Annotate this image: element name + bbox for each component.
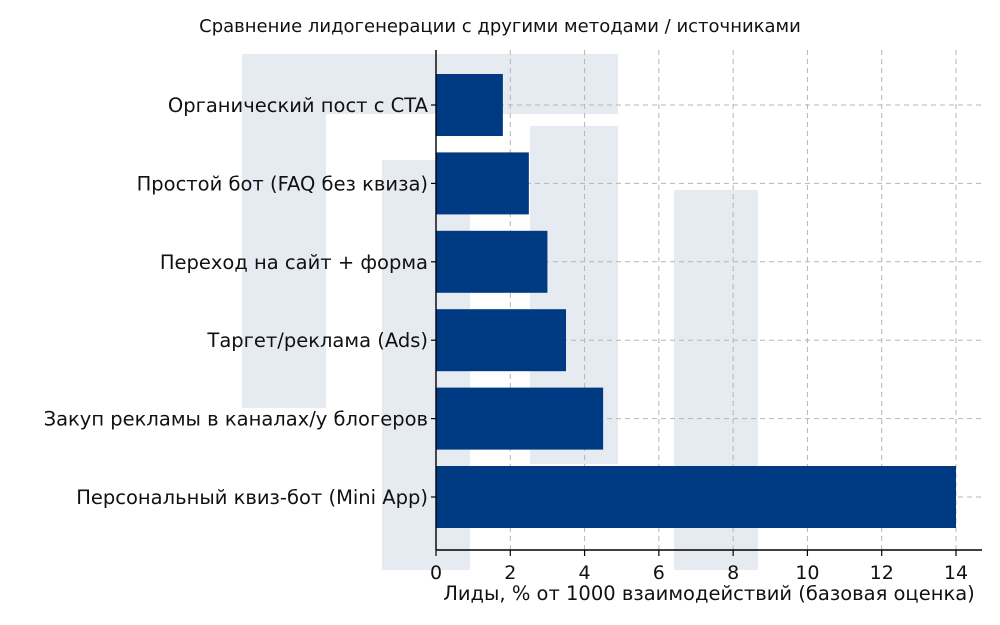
bar [436, 230, 548, 293]
category-labels: Органический пост с CTA Простой бот (FAQ … [44, 94, 429, 509]
x-axis-label: Лиды, % от 1000 взаимодействий (базовая … [443, 582, 975, 605]
category-label: Переход на сайт + форма [160, 251, 428, 274]
bars [436, 74, 956, 528]
bar [436, 466, 956, 528]
x-tick-label: 8 [727, 562, 739, 584]
bar [436, 74, 503, 136]
bar [436, 309, 566, 372]
x-tick-label: 12 [870, 562, 894, 584]
category-label: Простой бот (FAQ без квиза) [137, 172, 428, 195]
category-label: Закуп рекламы в каналах/у блогеров [44, 408, 428, 431]
bar [436, 152, 529, 215]
bar [436, 387, 604, 450]
x-ticks: 0 2 4 6 8 10 12 14 [430, 104, 968, 584]
background-block [242, 54, 618, 114]
x-tick-label: 6 [653, 562, 665, 584]
category-label: Таргет/реклама (Ads) [206, 329, 428, 352]
x-tick-label: 14 [944, 562, 968, 584]
category-label: Персональный квиз-бот (Mini App) [76, 486, 428, 509]
x-tick-label: 4 [579, 562, 591, 584]
chart-title: Сравнение лидогенерации с другими метода… [199, 16, 801, 37]
background-block [242, 114, 326, 408]
x-tick-label: 10 [795, 562, 819, 584]
x-tick-label: 0 [430, 562, 442, 584]
category-label: Органический пост с CTA [168, 94, 429, 117]
x-tick-label: 2 [504, 562, 516, 584]
